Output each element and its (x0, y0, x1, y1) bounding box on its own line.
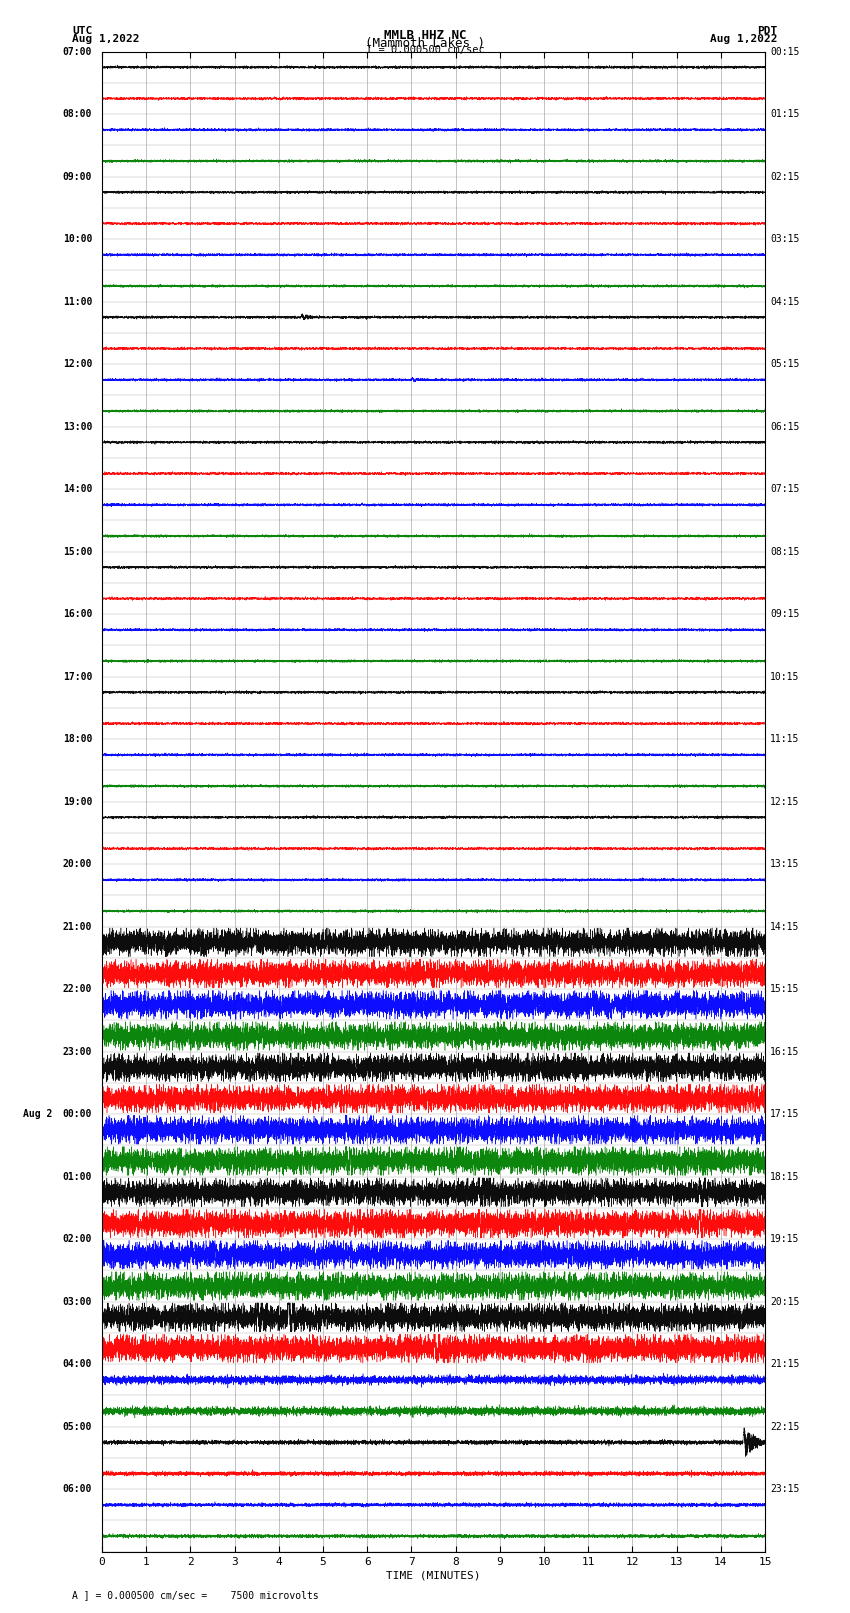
Text: 13:15: 13:15 (770, 860, 800, 869)
Text: I = 0.000500 cm/sec: I = 0.000500 cm/sec (366, 45, 484, 55)
Text: 06:00: 06:00 (63, 1484, 92, 1494)
Text: 20:00: 20:00 (63, 860, 92, 869)
Text: 13:00: 13:00 (63, 421, 92, 432)
Text: 01:15: 01:15 (770, 110, 800, 119)
Text: 15:00: 15:00 (63, 547, 92, 556)
Text: 00:15: 00:15 (770, 47, 800, 56)
Text: 07:00: 07:00 (63, 47, 92, 56)
Text: 01:00: 01:00 (63, 1171, 92, 1182)
Text: 22:15: 22:15 (770, 1421, 800, 1432)
Text: 09:00: 09:00 (63, 171, 92, 182)
Text: 18:00: 18:00 (63, 734, 92, 744)
Text: 08:00: 08:00 (63, 110, 92, 119)
Text: 06:15: 06:15 (770, 421, 800, 432)
Text: 19:00: 19:00 (63, 797, 92, 806)
Text: 12:00: 12:00 (63, 360, 92, 369)
Text: Aug 2: Aug 2 (23, 1110, 52, 1119)
Text: 10:15: 10:15 (770, 671, 800, 682)
Text: 09:15: 09:15 (770, 610, 800, 619)
Text: 08:15: 08:15 (770, 547, 800, 556)
Text: 22:00: 22:00 (63, 984, 92, 994)
Text: 17:15: 17:15 (770, 1110, 800, 1119)
Text: 18:15: 18:15 (770, 1171, 800, 1182)
Text: 02:00: 02:00 (63, 1234, 92, 1244)
Text: 02:15: 02:15 (770, 171, 800, 182)
Text: Aug 1,2022: Aug 1,2022 (72, 34, 139, 44)
Text: 03:15: 03:15 (770, 234, 800, 244)
Text: 05:15: 05:15 (770, 360, 800, 369)
Text: 03:00: 03:00 (63, 1297, 92, 1307)
Text: 19:15: 19:15 (770, 1234, 800, 1244)
Text: 16:00: 16:00 (63, 610, 92, 619)
Text: 05:00: 05:00 (63, 1421, 92, 1432)
Text: 16:15: 16:15 (770, 1047, 800, 1057)
Text: 10:00: 10:00 (63, 234, 92, 244)
Text: 14:15: 14:15 (770, 921, 800, 932)
Text: 23:15: 23:15 (770, 1484, 800, 1494)
Text: 21:00: 21:00 (63, 921, 92, 932)
Text: 04:00: 04:00 (63, 1360, 92, 1369)
Text: PDT: PDT (757, 26, 778, 35)
Text: 04:15: 04:15 (770, 297, 800, 306)
Text: 15:15: 15:15 (770, 984, 800, 994)
Text: A ] = 0.000500 cm/sec =    7500 microvolts: A ] = 0.000500 cm/sec = 7500 microvolts (72, 1590, 319, 1600)
Text: 23:00: 23:00 (63, 1047, 92, 1057)
Text: 17:00: 17:00 (63, 671, 92, 682)
Text: 11:15: 11:15 (770, 734, 800, 744)
Text: 07:15: 07:15 (770, 484, 800, 494)
Text: Aug 1,2022: Aug 1,2022 (711, 34, 778, 44)
Text: 00:00: 00:00 (63, 1110, 92, 1119)
Text: UTC: UTC (72, 26, 93, 35)
X-axis label: TIME (MINUTES): TIME (MINUTES) (386, 1571, 481, 1581)
Text: 12:15: 12:15 (770, 797, 800, 806)
Text: MMLB HHZ NC: MMLB HHZ NC (383, 29, 467, 42)
Text: 11:00: 11:00 (63, 297, 92, 306)
Text: 20:15: 20:15 (770, 1297, 800, 1307)
Text: 14:00: 14:00 (63, 484, 92, 494)
Text: (Mammoth Lakes ): (Mammoth Lakes ) (365, 37, 485, 50)
Text: 21:15: 21:15 (770, 1360, 800, 1369)
